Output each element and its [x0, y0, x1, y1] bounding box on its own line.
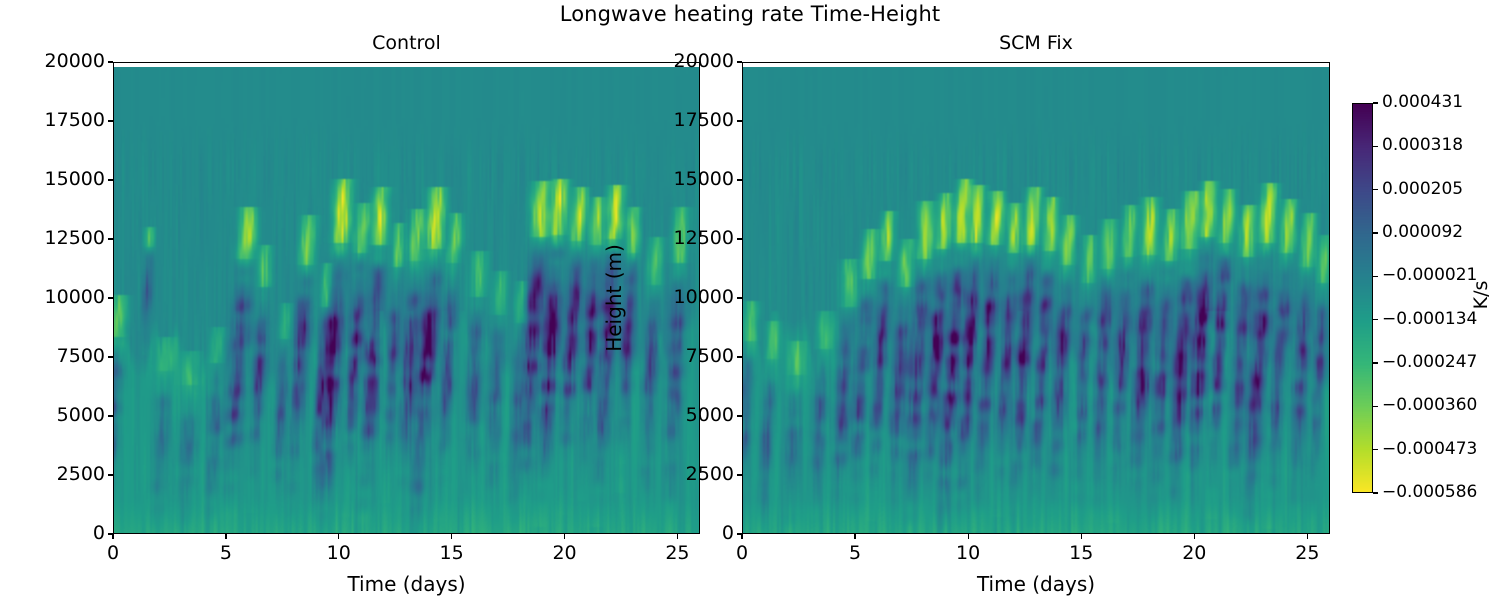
plot-area-scm_fix[interactable] [742, 62, 1330, 534]
ytick-mark [737, 415, 742, 417]
xtick-label: 5 [849, 542, 862, 564]
ytick-label: 2500 [56, 463, 105, 485]
ytick-label: 2500 [685, 463, 734, 485]
ytick-mark [108, 415, 113, 417]
colorbar-tick-mark [1373, 275, 1378, 278]
xtick-label: 15 [439, 542, 464, 564]
colorbar [1352, 103, 1373, 493]
xtick-label: 20 [552, 542, 577, 564]
ytick-mark [737, 356, 742, 358]
figure-suptitle: Longwave heating rate Time-Height [559, 2, 941, 26]
ytick-mark [737, 120, 742, 122]
colorbar-axis-label: K/s [1470, 280, 1492, 310]
xtick-label: 15 [1069, 542, 1094, 564]
xtick-mark [1193, 534, 1195, 539]
colorbar-tick-label: 0.000318 [1382, 135, 1464, 156]
panel-title-control: Control [372, 32, 441, 54]
ytick-mark [108, 238, 113, 240]
y-axis-label-scm_fix: Height (m) [602, 244, 626, 352]
ytick-label: 7500 [56, 345, 105, 367]
colorbar-tick-mark [1373, 362, 1378, 364]
colorbar-tick-label: −0.000134 [1382, 308, 1478, 329]
xtick-mark [338, 534, 340, 539]
colorbar-tick-mark [1373, 492, 1378, 494]
top-edge-strip [743, 63, 1329, 67]
xtick-mark [967, 534, 969, 539]
ytick-mark [108, 120, 113, 122]
ytick-mark [737, 238, 742, 240]
xtick-label: 0 [735, 542, 749, 564]
colorbar-tick-mark [1373, 145, 1378, 148]
xtick-mark [112, 534, 114, 539]
colorbar-tick-mark [1373, 102, 1378, 104]
xtick-mark [1306, 534, 1309, 539]
ytick-mark [108, 356, 113, 358]
ytick-label: 5000 [685, 404, 734, 426]
xtick-mark [676, 534, 679, 539]
colorbar-tick-mark [1373, 319, 1378, 321]
colorbar-tick-mark [1373, 405, 1378, 408]
ytick-mark [737, 297, 742, 299]
ytick-mark [737, 533, 742, 535]
ytick-label: 20000 [44, 50, 105, 72]
ytick-label: 10000 [44, 286, 105, 308]
ytick-label: 0 [92, 522, 105, 544]
ytick-label: 17500 [673, 109, 734, 131]
ytick-mark [737, 61, 742, 63]
colorbar-tick-label: −0.000360 [1382, 395, 1478, 416]
ytick-mark [737, 179, 742, 181]
top-edge-strip [114, 63, 699, 67]
heatmap-field-control [114, 63, 699, 533]
xtick-label: 25 [665, 542, 690, 564]
xtick-label: 5 [219, 542, 232, 564]
colorbar-tick-label: −0.000021 [1382, 265, 1478, 286]
ytick-mark [108, 297, 113, 299]
ytick-label: 5000 [56, 404, 105, 426]
xtick-label: 10 [326, 542, 351, 564]
panel-title-scm_fix: SCM Fix [999, 32, 1073, 54]
plot-area-control[interactable] [113, 62, 700, 534]
xtick-mark [563, 534, 566, 539]
ytick-label: 12500 [673, 227, 734, 249]
colorbar-tick-mark [1373, 189, 1378, 191]
xtick-mark [854, 534, 856, 539]
colorbar-tick-label: −0.000473 [1382, 438, 1478, 459]
xtick-label: 25 [1295, 542, 1320, 564]
colorbar-tick-label: 0.000205 [1382, 178, 1464, 199]
ytick-mark [737, 474, 742, 476]
ytick-label: 0 [721, 522, 734, 544]
ytick-mark [108, 474, 113, 476]
xtick-mark [1080, 534, 1082, 539]
ytick-mark [108, 179, 113, 181]
xtick-mark [225, 534, 227, 539]
heatmap-field-scm_fix [743, 63, 1329, 533]
xtick-label: 10 [956, 542, 981, 564]
colorbar-tick-mark [1373, 232, 1378, 234]
x-axis-label-scm_fix: Time (days) [976, 572, 1096, 596]
ytick-label: 10000 [673, 286, 734, 308]
xtick-mark [451, 534, 453, 539]
ytick-label: 20000 [673, 50, 734, 72]
colorbar-tick-label: 0.000092 [1382, 222, 1464, 242]
ytick-label: 7500 [685, 345, 734, 367]
colorbar-tick-label: −0.000247 [1382, 352, 1478, 372]
ytick-mark [108, 61, 113, 63]
ytick-label: 15000 [44, 168, 105, 190]
x-axis-label-control: Time (days) [347, 572, 466, 596]
ytick-mark [108, 533, 113, 535]
ytick-label: 17500 [44, 109, 105, 131]
colorbar-tick-mark [1373, 449, 1378, 451]
ytick-label: 12500 [44, 227, 105, 249]
xtick-label: 20 [1182, 542, 1207, 564]
ytick-label: 15000 [673, 168, 734, 190]
xtick-label: 0 [106, 542, 120, 564]
colorbar-tick-label: −0.000586 [1382, 482, 1478, 502]
colorbar-tick-label: 0.000431 [1382, 92, 1464, 112]
colorbar-gradient [1353, 104, 1372, 492]
xtick-mark [741, 534, 743, 539]
